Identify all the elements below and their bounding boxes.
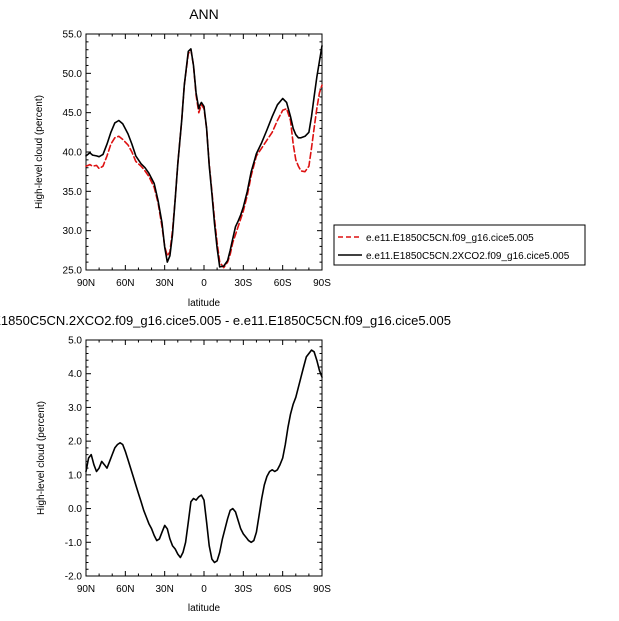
legend-label-2xco2: e.e11.E1850C5CN.2XCO2.f09_g16.cice5.005 <box>366 251 570 262</box>
x-tick-label: 30S <box>234 278 252 289</box>
y-tick-label: 3.0 <box>68 403 82 414</box>
x-tick-label: 60S <box>274 278 292 289</box>
y-tick-label: 30.0 <box>63 226 83 237</box>
chart-title: ANN <box>189 6 219 22</box>
x-axis-label: latitude <box>188 298 221 309</box>
x-tick-label: 60N <box>116 584 134 595</box>
y-tick-label: 55.0 <box>63 30 83 41</box>
y-tick-label: 1.0 <box>68 470 82 481</box>
series-lines <box>85 349 323 564</box>
y-axis: 25.0 30.0 35.0 40.0 45.0 50.0 55.0 <box>63 30 322 277</box>
y-tick-label: 50.0 <box>63 69 83 80</box>
y-tick-label: 25.0 <box>63 266 83 277</box>
y-tick-label: 0.0 <box>68 504 82 515</box>
chart-title: e.e11.E1850C5CN.2XCO2.f09_g16.cice5.005 … <box>0 313 451 328</box>
plot-frame <box>85 33 323 271</box>
series-line-control <box>85 48 323 269</box>
y-tick-label: 5.0 <box>68 336 82 347</box>
y-tick-label: 40.0 <box>63 148 83 159</box>
plot-frame <box>85 339 323 577</box>
legend: e.e11.E1850C5CN.f09_g16.cice5.005 e.e11.… <box>333 224 586 266</box>
legend-label-control: e.e11.E1850C5CN.f09_g16.cice5.005 <box>366 233 534 244</box>
x-tick-label: 30S <box>234 584 252 595</box>
x-axis: 90N 60N 30N 0 30S 60S 90S <box>77 340 331 595</box>
x-axis: 90N 60N 30N 0 30S 60S 90S <box>77 34 331 289</box>
y-axis-label: High-level cloud (percent) <box>34 95 45 209</box>
x-tick-label: 60N <box>116 278 134 289</box>
y-axis: -2.0 -1.0 0.0 1.0 2.0 3.0 4.0 5.0 <box>65 336 322 583</box>
x-tick-label: 90S <box>313 584 331 595</box>
panel-annual-mean: ANN 25.0 30.0 35.0 40.0 45.0 50.0 55.0 90N 60N 3… <box>34 6 586 309</box>
y-tick-label: 4.0 <box>68 369 82 380</box>
x-tick-label: 90N <box>77 278 95 289</box>
series-lines <box>85 44 323 269</box>
x-tick-label: 0 <box>201 584 207 595</box>
x-tick-label: 30N <box>155 584 173 595</box>
x-tick-label: 60S <box>274 584 292 595</box>
y-tick-label: 45.0 <box>63 108 83 119</box>
x-tick-label: 30N <box>155 278 173 289</box>
x-tick-label: 90S <box>313 278 331 289</box>
x-axis-label: latitude <box>188 603 221 614</box>
series-line-2xco2 <box>85 44 323 268</box>
x-tick-label: 0 <box>201 278 207 289</box>
y-tick-label: 2.0 <box>68 437 82 448</box>
y-tick-label: 35.0 <box>63 187 83 198</box>
series-line-difference <box>85 349 323 564</box>
y-tick-label: -1.0 <box>65 538 83 549</box>
y-tick-label: -2.0 <box>65 572 83 583</box>
x-tick-label: 90N <box>77 584 95 595</box>
y-axis-label: High-level cloud (percent) <box>36 401 47 515</box>
legend-box <box>333 224 586 266</box>
panel-difference: e.e11.E1850C5CN.2XCO2.f09_g16.cice5.005 … <box>0 313 451 614</box>
